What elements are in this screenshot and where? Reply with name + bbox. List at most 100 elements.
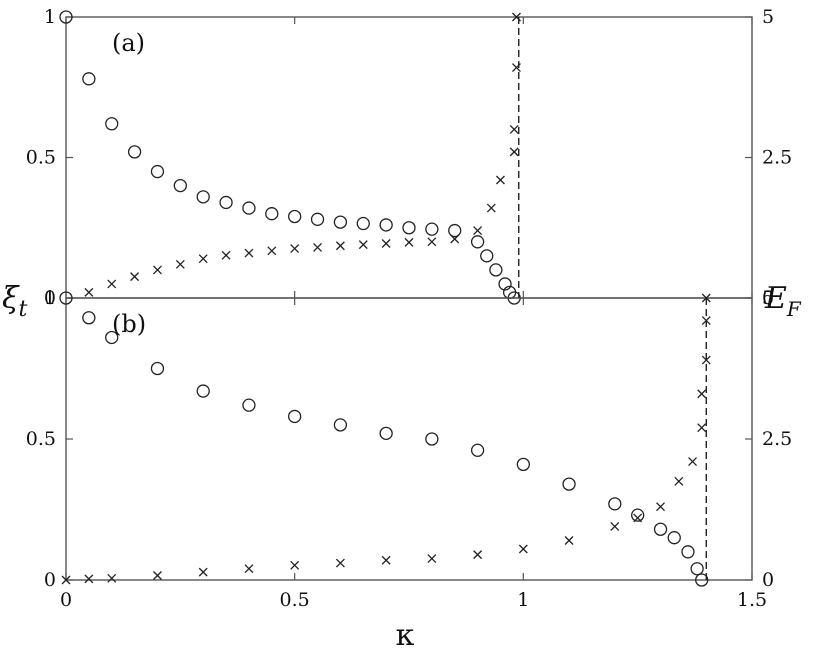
data-point-circle (690, 562, 704, 576)
y-right-tick-label: 5 (762, 287, 774, 309)
panel-label: (a) (112, 29, 145, 57)
data-point-cross (610, 521, 620, 531)
x-tick-label: 1.5 (737, 589, 767, 611)
y-right-tick-label: 2.5 (762, 428, 792, 450)
data-point-cross (381, 555, 391, 565)
data-point-cross (335, 558, 345, 568)
data-point-circle (608, 497, 622, 511)
data-point-cross (290, 244, 300, 254)
data-point-circle (489, 263, 503, 277)
data-point-circle (498, 277, 512, 291)
data-point-circle (516, 457, 530, 472)
data-point-cross (244, 248, 254, 258)
data-point-cross (633, 513, 643, 523)
data-point-cross (473, 550, 483, 560)
data-point-circle (242, 201, 256, 215)
data-point-circle (631, 508, 645, 522)
data-point-cross (486, 203, 496, 213)
y-left-tick-label: 0.5 (26, 147, 56, 169)
data-point-cross (381, 239, 391, 248)
data-point-circle (667, 531, 681, 545)
y-left-tick-label: 1 (44, 6, 56, 28)
data-point-circle (425, 432, 439, 446)
y-right-label: EF (764, 281, 802, 321)
data-point-circle (562, 477, 576, 491)
y-right-tick-label: 0 (762, 287, 774, 309)
data-point-cross (427, 237, 437, 247)
data-point-cross (701, 293, 711, 303)
data-point-circle (448, 223, 462, 238)
data-point-cross (358, 240, 368, 250)
y-right-tick-label: 5 (762, 6, 774, 28)
data-point-cross (564, 536, 574, 545)
data-point-circle (402, 221, 416, 235)
data-point-cross (175, 259, 185, 269)
x-tick-label: 1 (517, 589, 529, 611)
data-point-circle (173, 178, 187, 193)
y-left-tick-label: 1 (44, 287, 56, 309)
data-point-cross (674, 476, 684, 486)
data-point-cross (198, 254, 208, 264)
y-right-tick-label: 0 (762, 569, 774, 591)
data-point-cross (688, 457, 698, 467)
data-point-cross (84, 574, 94, 584)
data-point-circle (242, 398, 256, 412)
data-point-circle (150, 361, 165, 376)
y-right-tick-label: 2.5 (762, 147, 792, 169)
data-point-cross (509, 147, 519, 157)
data-point-cross (335, 241, 345, 251)
data-point-circle (333, 418, 348, 432)
data-point-circle (681, 545, 695, 559)
data-point-cross (512, 12, 521, 22)
x-tick-label: 0.5 (280, 589, 310, 611)
data-point-cross (509, 124, 519, 134)
data-point-circle (288, 409, 302, 424)
data-point-circle (196, 384, 210, 398)
data-point-circle (105, 330, 119, 345)
y-left-tick-label: 0 (44, 569, 56, 591)
data-point-cross (697, 423, 707, 433)
data-point-cross (473, 226, 483, 236)
data-point-circle (59, 291, 73, 305)
data-point-circle (105, 117, 119, 131)
data-point-cross (512, 63, 521, 73)
plot-frame (65, 297, 753, 581)
data-point-cross (221, 250, 231, 260)
data-point-cross (267, 246, 277, 256)
data-point-cross (107, 279, 117, 289)
data-point-cross (701, 316, 711, 326)
data-point-circle (653, 522, 668, 536)
data-point-circle (379, 426, 393, 441)
data-point-cross (61, 575, 71, 585)
data-point-cross (656, 502, 665, 512)
panel-label: (b) (112, 310, 146, 338)
data-point-cross (518, 544, 528, 554)
data-point-cross (153, 571, 162, 580)
x-axis-label: κ (396, 618, 415, 653)
y-left-tick-label: 0 (44, 287, 56, 309)
data-point-cross (313, 242, 322, 252)
data-point-circle (265, 207, 279, 221)
data-point-cross (107, 573, 117, 583)
data-point-circle (82, 311, 96, 325)
data-point-cross (153, 265, 162, 275)
data-point-circle (196, 190, 210, 204)
data-point-circle (470, 235, 485, 249)
data-point-cross (290, 560, 300, 570)
data-point-circle (695, 573, 709, 587)
data-point-cross (450, 234, 460, 244)
data-point-circle (333, 215, 348, 229)
data-point-cross (244, 564, 254, 574)
data-point-cross (697, 389, 707, 399)
data-point-circle (219, 195, 233, 210)
data-point-cross (404, 237, 414, 247)
plot-frame (65, 16, 753, 299)
data-point-circle (379, 218, 393, 232)
data-point-cross (701, 355, 711, 365)
data-point-cross (84, 287, 94, 297)
data-point-cross (198, 567, 208, 577)
data-point-circle (480, 249, 494, 263)
